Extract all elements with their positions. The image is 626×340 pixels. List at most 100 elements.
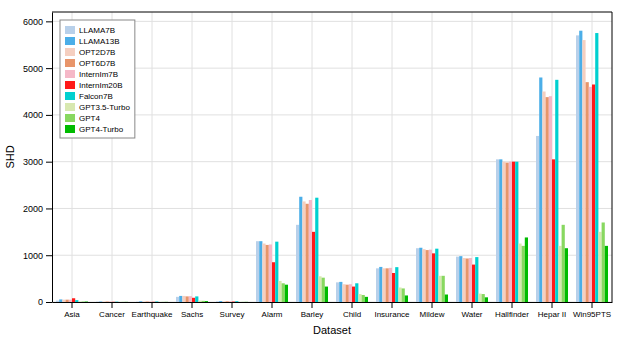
bar	[158, 301, 161, 302]
bar	[182, 296, 185, 302]
x-tick-mark	[592, 302, 593, 308]
bar	[139, 301, 142, 302]
bar	[386, 268, 389, 302]
x-grid-line	[232, 12, 233, 302]
x-tick-mark	[152, 302, 153, 308]
chart: 0100020003000400050006000AsiaCancerEarth…	[0, 0, 626, 340]
bar	[518, 244, 521, 302]
bar	[56, 301, 59, 302]
bar	[259, 241, 262, 302]
legend-label: InternIm20B	[79, 81, 123, 90]
bar	[99, 301, 102, 302]
bar	[106, 301, 109, 302]
bar	[152, 301, 155, 302]
bar	[576, 35, 579, 302]
legend-swatch	[65, 26, 75, 34]
x-tick: Hallfinder	[495, 302, 529, 319]
bar	[325, 287, 328, 302]
legend-swatch	[65, 70, 75, 78]
x-tick: Win95PTS	[573, 302, 611, 319]
legend-swatch	[65, 59, 75, 67]
x-tick-label: Sachs	[181, 310, 203, 319]
legend-label: OPT2D7B	[79, 48, 115, 57]
bar	[229, 301, 232, 302]
bar	[315, 198, 318, 302]
bar	[222, 301, 225, 302]
bar-series	[66, 82, 589, 302]
x-tick-mark	[472, 302, 473, 308]
x-tick-label: Earthquake	[132, 310, 173, 319]
bar	[82, 301, 85, 302]
bars	[56, 31, 608, 302]
bar	[589, 87, 592, 302]
bar	[389, 268, 392, 302]
bar	[402, 288, 405, 302]
legend-label: LLAMA7B	[79, 26, 115, 35]
bar	[75, 300, 78, 302]
y-tick: 5000	[23, 64, 52, 74]
bar	[142, 301, 145, 302]
bar-series	[78, 232, 601, 302]
bar	[59, 299, 62, 302]
legend-entry: LLAMA7B	[65, 26, 115, 35]
bar	[285, 285, 288, 302]
bar	[442, 276, 445, 302]
bar	[278, 281, 281, 302]
bar	[302, 201, 305, 302]
x-tick-label: Mildew	[420, 310, 445, 319]
x-tick-mark	[432, 302, 433, 308]
y-tick: 4000	[23, 110, 52, 120]
legend-swatch	[65, 125, 75, 133]
y-tick-mark	[46, 302, 52, 303]
bar	[155, 301, 158, 302]
y-tick: 2000	[23, 204, 52, 214]
y-tick: 0	[38, 297, 52, 307]
plot-frame	[52, 12, 612, 302]
bar	[469, 258, 472, 302]
y-tick-label: 5000	[23, 64, 43, 74]
bar	[282, 283, 285, 302]
y-tick-label: 1000	[23, 251, 43, 261]
bar	[592, 85, 595, 303]
y-grid-line	[52, 114, 612, 115]
legend-label: GPT4	[79, 114, 100, 123]
bar	[192, 298, 195, 302]
x-axis: AsiaCancerEarthquakeSachsSurveyAlarmBarl…	[53, 302, 613, 319]
bar	[432, 253, 435, 302]
bar	[435, 249, 438, 302]
bar	[72, 298, 75, 302]
x-tick: Survey	[220, 302, 245, 319]
x-tick-label: Alarm	[262, 310, 283, 319]
bar	[165, 301, 168, 302]
bar	[136, 301, 139, 302]
bar	[275, 242, 278, 302]
legend-entry: GPT3.5-Turbo	[65, 103, 130, 112]
bar	[309, 200, 312, 302]
bar	[266, 245, 269, 302]
y-tick-mark	[46, 208, 52, 209]
bar	[586, 82, 589, 302]
bar	[462, 258, 465, 302]
bar	[562, 225, 565, 302]
bar	[512, 162, 515, 302]
legend-label: Falcon7B	[79, 92, 113, 101]
bar	[115, 301, 118, 302]
legend: LLAMA7BLLAMA13BOPT2D7BOPT6D7BInternIm7BI…	[60, 20, 135, 138]
bar	[216, 301, 219, 302]
bar	[238, 301, 241, 302]
bar	[422, 249, 425, 302]
legend-entry: OPT2D7B	[65, 48, 115, 57]
bar	[555, 80, 558, 302]
bar	[296, 225, 299, 302]
x-tick: Alarm	[262, 302, 283, 319]
bar	[189, 296, 192, 302]
x-tick-mark	[312, 302, 313, 308]
x-tick: Earthquake	[132, 302, 173, 319]
x-tick-label: Cancer	[99, 310, 125, 319]
bar-series	[59, 31, 582, 302]
x-tick-mark	[272, 302, 273, 308]
x-axis-line	[53, 302, 613, 303]
bar	[482, 294, 485, 302]
bar	[318, 276, 321, 302]
bar	[306, 204, 309, 302]
